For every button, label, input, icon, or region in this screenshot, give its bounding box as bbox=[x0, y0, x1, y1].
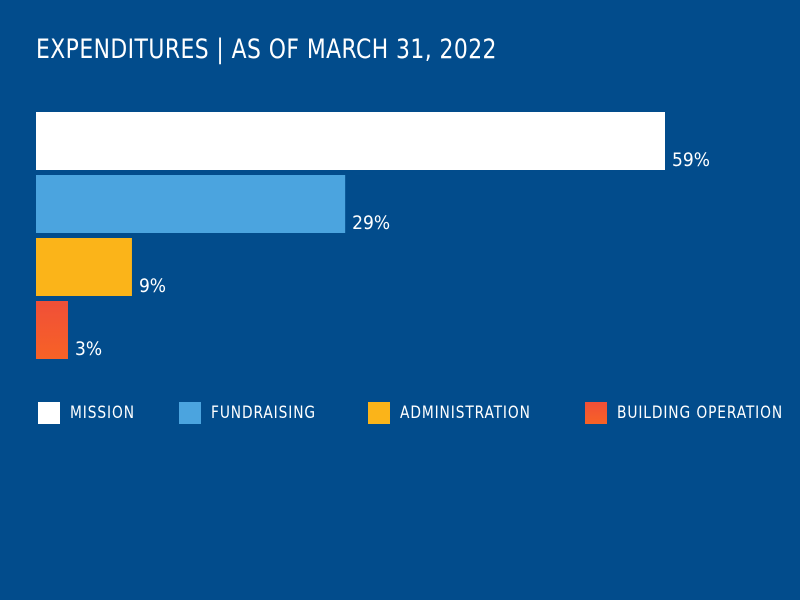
legend-swatch-building-operation bbox=[585, 402, 607, 424]
bar-value-label-mission: 59% bbox=[672, 149, 710, 171]
legend-item-mission: MISSION bbox=[38, 402, 142, 424]
legend-swatch-administration bbox=[368, 402, 390, 424]
legend-label-fundraising: FUNDRAISING bbox=[211, 403, 316, 423]
legend-label-building-operation: BUILDING OPERATION bbox=[617, 403, 784, 423]
legend-label-mission: MISSION bbox=[70, 403, 135, 423]
bar-value-label-administration: 9% bbox=[139, 275, 166, 297]
bar-mission bbox=[36, 112, 665, 170]
legend-item-building-operation: BUILDING OPERATION bbox=[585, 402, 800, 424]
chart-title: EXPENDITURES | AS OF MARCH 31, 2022 bbox=[36, 34, 497, 65]
legend-swatch-fundraising bbox=[179, 402, 201, 424]
legend-item-administration: ADMINISTRATION bbox=[368, 402, 545, 424]
bar-value-label-building-operation: 3% bbox=[75, 338, 102, 360]
bar-fundraising bbox=[36, 175, 346, 233]
legend-label-administration: ADMINISTRATION bbox=[400, 403, 531, 423]
bar-chart: 59% 29% 9% 3% bbox=[36, 112, 710, 360]
bar-administration bbox=[36, 238, 132, 296]
legend: MISSION FUNDRAISING ADMINISTRATION BUILD… bbox=[0, 402, 800, 426]
legend-item-fundraising: FUNDRAISING bbox=[179, 402, 328, 424]
legend-swatch-mission bbox=[38, 402, 60, 424]
bar-value-label-fundraising: 29% bbox=[352, 212, 390, 234]
bar-building-operation bbox=[36, 301, 68, 359]
bars-group: 59% 29% 9% 3% bbox=[36, 112, 710, 360]
